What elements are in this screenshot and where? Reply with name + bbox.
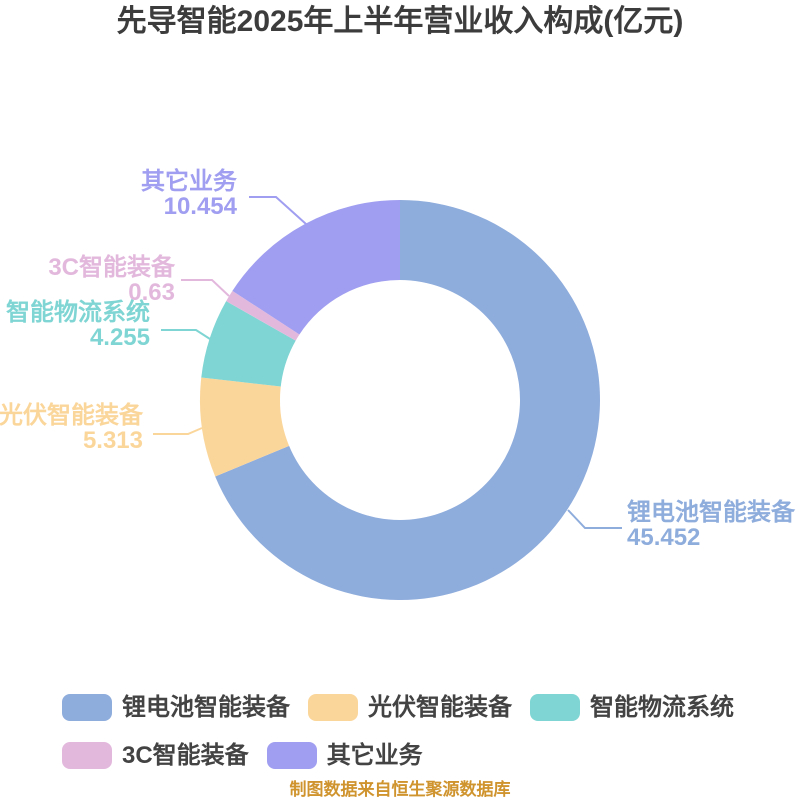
legend-label-3c: 3C智能装备 [122, 742, 249, 769]
slice-label-other: 其它业务 10.454 [141, 169, 237, 219]
legend-item-other[interactable]: 其它业务 [266, 742, 423, 769]
slice-label-name: 其它业务 [141, 168, 237, 195]
legend-swatch-photovoltaic [308, 694, 358, 721]
legend-label-logistics: 智能物流系统 [590, 694, 734, 721]
leader-line-other [249, 196, 307, 225]
page-title: 先导智能2025年上半年营业收入构成(亿元) [116, 5, 684, 38]
leader-line-3c [181, 279, 230, 297]
leader-lines [153, 196, 622, 529]
leader-line-li-battery [567, 509, 622, 529]
donut-segment-0[interactable] [215, 200, 600, 601]
slice-label-value: 0.63 [128, 279, 175, 306]
donut-segments [199, 200, 600, 601]
legend-label-other: 其它业务 [326, 742, 423, 769]
slice-label-value: 10.454 [163, 193, 237, 220]
slice-label-photovoltaic: 光伏智能装备 5.313 [0, 403, 143, 453]
donut-segment-4[interactable] [232, 200, 400, 335]
legend-item-logistics[interactable]: 智能物流系统 [530, 694, 734, 721]
slice-label-name: 智能物流系统 [6, 299, 150, 326]
legend-row-1: 锂电池智能装备 光伏智能装备 智能物流系统 [62, 694, 752, 721]
legend-swatch-logistics [530, 694, 580, 721]
data-source-note: 制图数据来自恒生聚源数据库 [289, 780, 511, 799]
slice-label-li-battery: 锂电池智能装备 45.452 [627, 500, 795, 550]
legend-row-2: 3C智能装备 其它业务 [62, 742, 752, 769]
legend-item-li-battery[interactable]: 锂电池智能装备 [62, 694, 290, 721]
legend-swatch-other [266, 742, 317, 769]
legend-label-li-battery: 锂电池智能装备 [122, 694, 290, 721]
donut-segment-1[interactable] [199, 377, 290, 477]
slice-label-logistics: 智能物流系统 4.255 [6, 300, 150, 350]
legend-swatch-li-battery [62, 694, 112, 721]
legend: 锂电池智能装备 光伏智能装备 智能物流系统 3C智能装备 其它业务 [62, 694, 752, 790]
slice-label-value: 45.452 [627, 524, 701, 551]
legend-item-3c[interactable]: 3C智能装备 [62, 742, 249, 769]
legend-item-photovoltaic[interactable]: 光伏智能装备 [308, 694, 512, 721]
slice-label-name: 3C智能装备 [48, 254, 175, 281]
leader-line-photovoltaic [153, 427, 203, 435]
slice-label-3c: 3C智能装备 0.63 [48, 255, 175, 305]
slice-label-value: 4.255 [89, 324, 150, 351]
slice-label-value: 5.313 [82, 427, 143, 454]
slice-label-name: 锂电池智能装备 [627, 499, 795, 526]
legend-label-photovoltaic: 光伏智能装备 [368, 694, 512, 721]
donut-segment-2[interactable] [201, 301, 296, 387]
legend-swatch-3c [62, 742, 112, 769]
leader-line-logistics [161, 329, 211, 340]
slice-label-name: 光伏智能装备 [0, 402, 143, 429]
donut-segment-3[interactable] [226, 290, 300, 341]
